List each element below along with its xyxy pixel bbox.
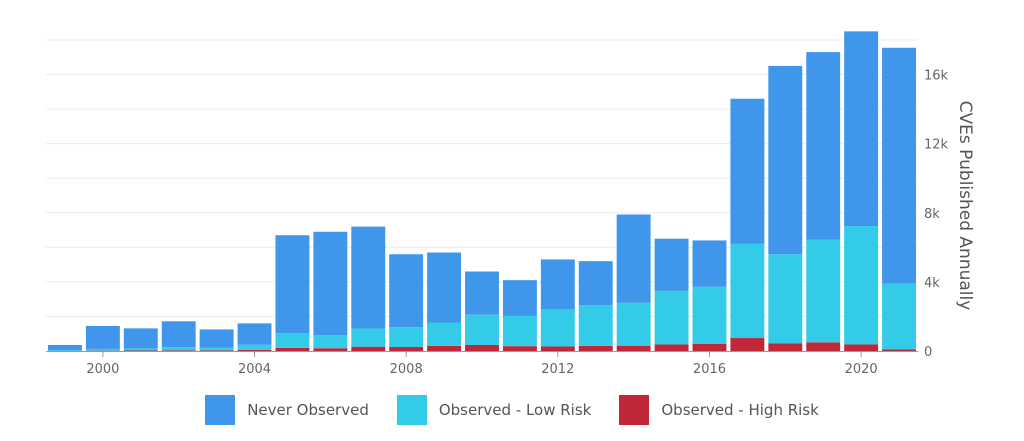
y-tick-label: 4k [924,276,940,291]
bar-observed-high-risk-2013[interactable] [578,345,613,351]
bar-observed-low-risk-2002[interactable] [161,347,196,351]
bar-observed-low-risk-2010[interactable] [465,314,499,345]
bar-never-observed-2010[interactable] [465,271,499,315]
bar-observed-high-risk-2010[interactable] [465,344,499,351]
bar-observed-low-risk-2011[interactable] [502,315,537,347]
bar-observed-low-risk-2017[interactable] [730,243,765,339]
bar-never-observed-1999[interactable] [48,344,82,351]
bar-observed-high-risk-2017[interactable] [730,338,765,351]
bar-observed-low-risk-2015[interactable] [654,290,689,345]
bar-observed-high-risk-2016[interactable] [692,343,727,351]
bar-observed-high-risk-2021[interactable] [882,349,916,351]
bar-never-observed-2007[interactable] [351,226,386,329]
bar-never-observed-2013[interactable] [578,261,613,306]
bar-observed-high-risk-2011[interactable] [502,346,537,351]
bar-never-observed-2019[interactable] [806,52,841,240]
x-tick-label: 2012 [541,362,574,377]
x-tick-label: 2000 [86,362,119,377]
bar-never-observed-2001[interactable] [123,328,158,349]
x-tick-label: 2008 [390,362,423,377]
bar-never-observed-2006[interactable] [313,231,348,336]
y-axis-title: CVEs Published Annually [955,101,975,311]
bar-observed-low-risk-1999[interactable] [48,350,82,351]
bar-never-observed-2018[interactable] [768,65,803,255]
bar-never-observed-2012[interactable] [540,259,575,310]
bar-observed-low-risk-2005[interactable] [275,333,310,348]
bar-observed-high-risk-2002[interactable] [161,350,196,351]
y-tick-label: 12k [924,138,949,153]
bar-observed-low-risk-2003[interactable] [199,347,234,351]
legend-swatch-observed-low-risk [396,395,427,425]
bar-observed-low-risk-2013[interactable] [578,305,613,346]
bars [48,31,916,351]
bar-observed-low-risk-2016[interactable] [692,286,727,344]
bar-observed-low-risk-2021[interactable] [882,283,916,350]
bar-never-observed-2002[interactable] [161,321,196,348]
legend-label: Observed - High Risk [661,401,819,419]
legend-item-never-observed[interactable]: Never Observed [205,395,369,425]
x-tick-label: 2016 [693,362,726,377]
x-axis-ticks: 2000 2004 2008 2012 2016 2020 [86,351,878,377]
bar-observed-high-risk-2009[interactable] [427,345,462,351]
y-tick-label: 16k [924,69,949,84]
legend-swatch-observed-high-risk [619,395,650,425]
bar-observed-low-risk-2006[interactable] [313,335,348,349]
bar-never-observed-2005[interactable] [275,235,310,334]
bar-observed-low-risk-2001[interactable] [123,348,158,351]
bar-observed-low-risk-2020[interactable] [844,226,879,345]
legend: Never Observed Observed - Low Risk Obser… [0,390,1024,430]
legend-label: Observed - Low Risk [438,401,592,419]
bar-observed-high-risk-2007[interactable] [351,346,386,351]
bar-observed-high-risk-2001[interactable] [123,350,158,351]
chart-area: 2000 2004 2008 2012 2016 2020 0 4k 8k 12k 16k CVE… [46,31,975,377]
bar-observed-high-risk-2003[interactable] [199,350,234,351]
x-tick-label: 2004 [238,362,271,377]
bar-never-observed-2017[interactable] [730,98,765,244]
bar-never-observed-2014[interactable] [616,214,651,303]
bar-observed-high-risk-2019[interactable] [806,342,841,351]
bar-observed-low-risk-2009[interactable] [427,322,462,346]
y-axis-ticks: 0 4k 8k 12k 16k [924,69,949,360]
bar-observed-high-risk-2014[interactable] [616,345,651,351]
bar-never-observed-2003[interactable] [199,329,234,348]
bar-never-observed-2016[interactable] [692,240,727,287]
bar-never-observed-2009[interactable] [427,252,462,323]
bar-never-observed-2008[interactable] [389,254,424,328]
bar-never-observed-2004[interactable] [237,323,272,345]
bar-observed-low-risk-2007[interactable] [351,328,386,347]
bar-never-observed-2021[interactable] [882,47,916,284]
bar-observed-high-risk-2015[interactable] [654,344,689,351]
legend-item-observed-high-risk[interactable]: Observed - High Risk [619,395,819,425]
bar-never-observed-2011[interactable] [502,280,537,316]
bar-observed-low-risk-2018[interactable] [768,254,803,344]
bar-observed-high-risk-2012[interactable] [540,346,575,351]
bar-observed-high-risk-2005[interactable] [275,347,310,351]
y-tick-label: 0 [924,345,932,360]
bar-observed-high-risk-2004[interactable] [237,349,272,351]
bar-never-observed-2000[interactable] [85,325,120,349]
legend-swatch-never-observed [205,395,236,425]
bar-observed-high-risk-2020[interactable] [844,344,879,351]
bar-observed-high-risk-2006[interactable] [313,348,348,351]
bar-observed-low-risk-2014[interactable] [616,302,651,346]
bar-never-observed-2015[interactable] [654,238,689,291]
bar-observed-low-risk-2008[interactable] [389,327,424,348]
legend-item-observed-low-risk[interactable]: Observed - Low Risk [396,395,592,425]
bar-never-observed-2020[interactable] [844,31,879,227]
bar-observed-high-risk-2018[interactable] [768,343,803,351]
legend-label: Never Observed [247,401,369,419]
y-tick-label: 8k [924,207,940,222]
bar-observed-low-risk-2004[interactable] [237,344,272,350]
bar-observed-high-risk-2008[interactable] [389,347,424,351]
gridlines [46,39,918,317]
bar-chart: 2000 2004 2008 2012 2016 2020 0 4k 8k 12k 16k CVE… [46,31,975,377]
bar-observed-low-risk-2000[interactable] [85,348,120,351]
bar-observed-low-risk-2019[interactable] [806,239,841,343]
x-tick-label: 2020 [845,362,878,377]
bar-observed-low-risk-2012[interactable] [540,309,575,347]
